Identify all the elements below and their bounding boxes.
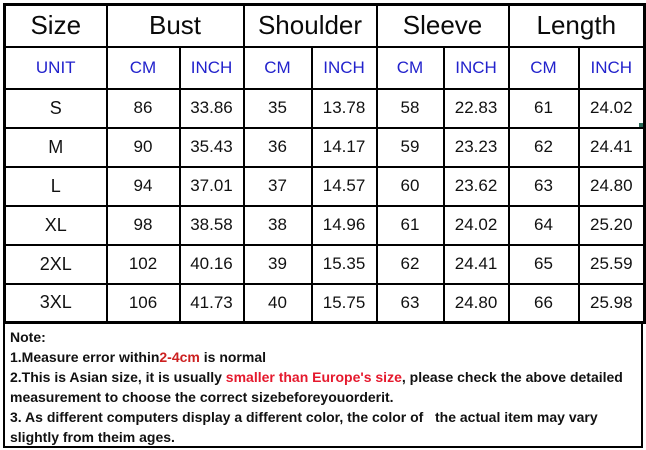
value-cell[interactable]: 59 [375,126,445,168]
unit-cell[interactable]: CM [105,45,181,90]
note-1: 1.Measure error within2-4cm is normal [10,347,635,367]
value-cell[interactable]: 24.02 [442,204,510,246]
notes-section: Note: 1.Measure error within2-4cm is nor… [3,324,643,448]
value-cell[interactable]: 35 [242,87,313,129]
value-cell[interactable]: 38.58 [178,204,245,246]
size-label-xl[interactable]: XL [3,204,108,246]
value-cell[interactable]: 63 [507,165,580,207]
unit-cell[interactable]: CM [375,45,445,90]
value-cell[interactable]: 24.80 [442,282,510,324]
value-cell[interactable]: 40 [242,282,313,324]
unit-cell[interactable]: INCH [310,45,378,90]
value-cell[interactable]: 24.41 [577,126,646,168]
unit-label[interactable]: UNIT [3,45,108,90]
value-cell[interactable]: 60 [375,165,445,207]
note-2-text: 2.This is Asian size, it is usually [10,369,226,385]
header-length[interactable]: Length [507,3,646,48]
value-cell[interactable]: 35.43 [178,126,245,168]
note-2-highlight: smaller than Europe's size [225,369,402,385]
value-cell[interactable]: 63 [375,282,445,324]
unit-cell[interactable]: CM [507,45,580,90]
note-1-text-end: is normal [199,349,266,365]
value-cell[interactable]: 62 [507,126,580,168]
value-cell[interactable]: 15.35 [310,243,378,285]
value-cell[interactable]: 14.17 [310,126,378,168]
value-cell[interactable]: 25.20 [577,204,646,246]
value-cell[interactable]: 25.98 [577,282,646,324]
note-3: 3. As different computers display a diff… [10,409,602,445]
selected-cell[interactable]: 24.02 [577,87,646,129]
header-row: Size Bust Shoulder Sleeve Length [3,3,646,48]
size-label-l[interactable]: L [3,165,108,207]
size-chart-table: Size Bust Shoulder Sleeve Length UNIT CM I… [3,3,646,324]
notes-title: Note: [10,329,46,345]
table-row: XL 98 38.58 38 14.96 61 24.02 64 25.20 [3,204,646,246]
value-cell[interactable]: 39 [242,243,313,285]
value-cell[interactable]: 24.80 [577,165,646,207]
table-row: M 90 35.43 36 14.17 59 23.23 62 24.41 [3,126,646,168]
value-cell[interactable]: 98 [105,204,181,246]
value-cell[interactable]: 37 [242,165,313,207]
value-cell[interactable]: 33.86 [178,87,245,129]
size-label-m[interactable]: M [3,126,108,168]
unit-cell[interactable]: INCH [178,45,245,90]
value-cell[interactable]: 61 [507,87,580,129]
value-cell[interactable]: 13.78 [310,87,378,129]
unit-cell[interactable]: CM [242,45,313,90]
header-bust[interactable]: Bust [105,3,245,48]
table-row: S 86 33.86 35 13.78 58 22.83 61 24.02 [3,87,646,129]
note-2-text-end: , please check the above detailed measur… [10,369,627,405]
value-cell[interactable]: 62 [375,243,445,285]
value-cell[interactable]: 14.96 [310,204,378,246]
value-cell[interactable]: 106 [105,282,181,324]
value-cell[interactable]: 41.73 [178,282,245,324]
header-size[interactable]: Size [3,3,108,48]
note-1-text: 1.Measure error within [10,349,160,365]
value-cell[interactable]: 64 [507,204,580,246]
value-cell[interactable]: 24.41 [442,243,510,285]
unit-cell[interactable]: INCH [577,45,646,90]
unit-row: UNIT CM INCH CM INCH CM INCH CM INCH [3,45,646,90]
value-cell[interactable]: 40.16 [178,243,245,285]
value-cell[interactable]: 58 [375,87,445,129]
table-row: 3XL 106 41.73 40 15.75 63 24.80 66 25.98 [3,282,646,324]
value-cell[interactable]: 102 [105,243,181,285]
value-cell[interactable]: 86 [105,87,181,129]
value-cell[interactable]: 36 [242,126,313,168]
value-cell[interactable]: 90 [105,126,181,168]
value-cell[interactable]: 22.83 [442,87,510,129]
unit-cell[interactable]: INCH [442,45,510,90]
value-cell[interactable]: 38 [242,204,313,246]
size-label-3xl[interactable]: 3XL [3,282,108,324]
value-cell[interactable]: 23.62 [442,165,510,207]
size-label-s[interactable]: S [3,87,108,129]
size-chart-sheet: Size Bust Shoulder Sleeve Length UNIT CM I… [0,3,646,450]
value-cell[interactable]: 23.23 [442,126,510,168]
table-row: L 94 37.01 37 14.57 60 23.62 63 24.80 [3,165,646,207]
value-cell[interactable]: 15.75 [310,282,378,324]
header-shoulder[interactable]: Shoulder [242,3,378,48]
value-cell[interactable]: 37.01 [178,165,245,207]
value-cell[interactable]: 66 [507,282,580,324]
note-2: 2.This is Asian size, it is usually smal… [10,367,635,407]
note-1-highlight: 2-4cm [159,349,200,365]
table-row: 2XL 102 40.16 39 15.35 62 24.41 65 25.59 [3,243,646,285]
value-cell[interactable]: 61 [375,204,445,246]
value-cell[interactable]: 65 [507,243,580,285]
header-sleeve[interactable]: Sleeve [375,3,510,48]
value-cell[interactable]: 25.59 [577,243,646,285]
value-cell[interactable]: 94 [105,165,181,207]
size-label-2xl[interactable]: 2XL [3,243,108,285]
value-cell[interactable]: 14.57 [310,165,378,207]
